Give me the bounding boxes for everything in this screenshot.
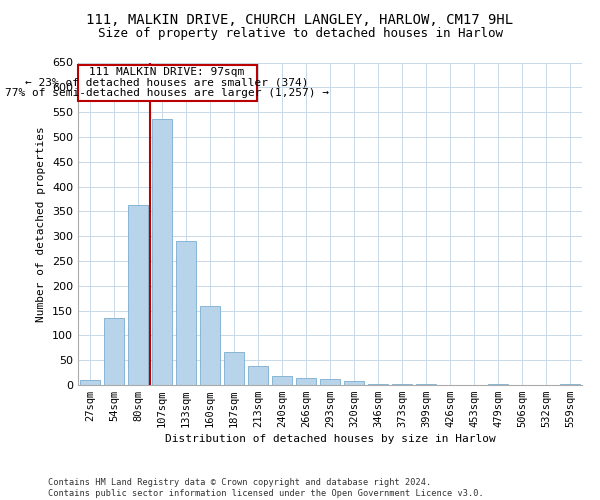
Bar <box>272 376 292 385</box>
Text: Size of property relative to detached houses in Harlow: Size of property relative to detached ho… <box>97 28 503 40</box>
Text: 77% of semi-detached houses are larger (1,257) →: 77% of semi-detached houses are larger (… <box>5 88 329 98</box>
Bar <box>344 380 364 385</box>
Bar <box>176 240 196 385</box>
Bar <box>296 378 316 385</box>
Bar <box>416 384 436 385</box>
Text: 111, MALKIN DRIVE, CHURCH LANGLEY, HARLOW, CM17 9HL: 111, MALKIN DRIVE, CHURCH LANGLEY, HARLO… <box>86 12 514 26</box>
X-axis label: Distribution of detached houses by size in Harlow: Distribution of detached houses by size … <box>164 434 496 444</box>
Bar <box>392 384 412 385</box>
Bar <box>320 379 340 385</box>
Bar <box>368 384 388 385</box>
Text: 111 MALKIN DRIVE: 97sqm: 111 MALKIN DRIVE: 97sqm <box>89 67 244 77</box>
Bar <box>488 384 508 385</box>
Bar <box>224 352 244 385</box>
Bar <box>248 366 268 385</box>
Bar <box>80 380 100 385</box>
Text: ← 23% of detached houses are smaller (374): ← 23% of detached houses are smaller (37… <box>25 78 308 88</box>
Bar <box>128 206 148 385</box>
Bar <box>104 318 124 385</box>
Y-axis label: Number of detached properties: Number of detached properties <box>37 126 46 322</box>
Bar <box>79 65 257 100</box>
Text: Contains HM Land Registry data © Crown copyright and database right 2024.
Contai: Contains HM Land Registry data © Crown c… <box>48 478 484 498</box>
Bar <box>200 306 220 385</box>
Bar <box>560 384 580 385</box>
Bar <box>152 118 172 385</box>
